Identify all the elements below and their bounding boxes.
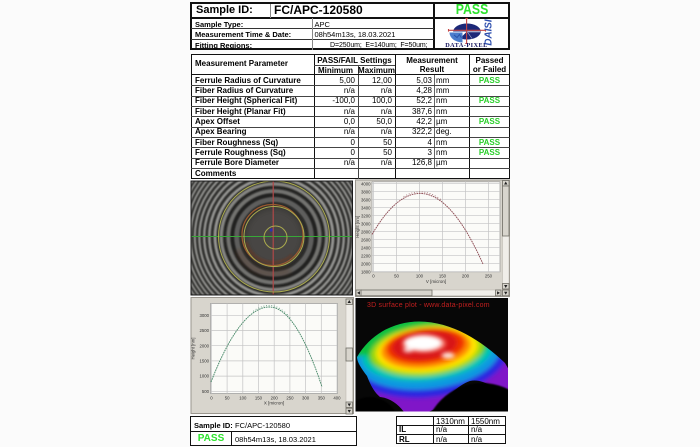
svg-text:4000: 4000 [361,181,371,186]
svg-text:0: 0 [372,274,375,279]
svg-text:3800: 3800 [361,189,371,194]
svg-text:2800: 2800 [361,229,371,234]
svg-text:100: 100 [416,274,424,279]
svg-text:250: 250 [286,395,294,400]
svg-text:2600: 2600 [361,237,371,242]
svg-text:100: 100 [239,395,247,400]
svg-text:500: 500 [202,389,210,394]
svg-text:2400: 2400 [361,245,371,250]
svg-text:Height [nm]: Height [nm] [191,338,196,360]
svg-text:50: 50 [225,395,230,400]
svg-text:200: 200 [462,274,470,279]
svg-text:1000: 1000 [199,374,209,379]
svg-text:V [micron]: V [micron] [426,279,446,284]
svg-text:400: 400 [333,395,341,400]
svg-text:Height [nm]: Height [nm] [355,216,360,238]
svg-text:3400: 3400 [361,205,371,210]
svg-text:2000: 2000 [199,343,209,348]
svg-text:3000: 3000 [199,313,209,318]
svg-text:150: 150 [255,395,263,400]
svg-text:0: 0 [210,395,213,400]
svg-text:50: 50 [394,274,399,279]
svg-text:2200: 2200 [361,253,371,258]
svg-text:3200: 3200 [361,213,371,218]
svg-text:2500: 2500 [199,328,209,333]
svg-text:300: 300 [302,395,310,400]
svg-text:3D surface plot - www.data-pix: 3D surface plot - www.data-pixel.com [367,302,490,309]
svg-text:1500: 1500 [199,359,209,364]
svg-text:200: 200 [271,395,279,400]
svg-text:2000: 2000 [361,261,371,266]
svg-text:350: 350 [318,395,326,400]
svg-text:3600: 3600 [361,197,371,202]
svg-text:1800: 1800 [361,269,371,274]
svg-text:250: 250 [485,274,493,279]
svg-text:150: 150 [439,274,447,279]
svg-text:DATA-PIXEL: DATA-PIXEL [445,42,488,49]
svg-text:DAISI: DAISI [484,19,495,45]
svg-text:3000: 3000 [361,221,371,226]
svg-text:X [micron]: X [micron] [264,401,284,406]
